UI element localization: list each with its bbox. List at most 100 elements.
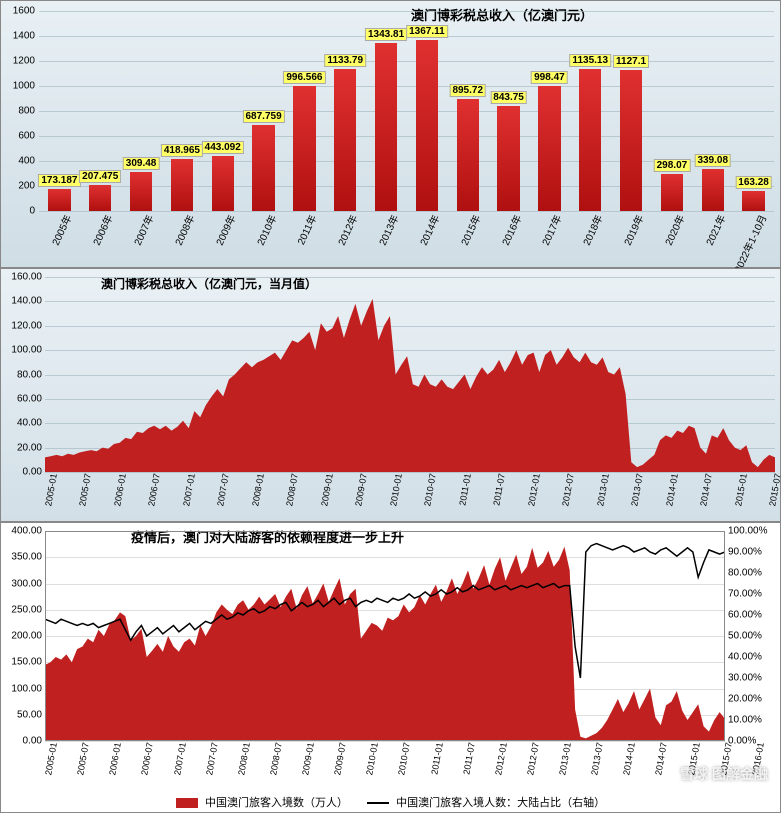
chart1-bar-label: 309.48 xyxy=(123,157,160,170)
chart1-bar: 207.475 xyxy=(89,185,111,211)
chart3-xtick: 2005-07 xyxy=(75,742,91,776)
chart2-xtick: 2005-01 xyxy=(43,473,59,507)
chart3-ytick-left: 50.00 xyxy=(17,709,45,720)
chart2-ytick: 140.00 xyxy=(11,296,45,307)
chart1-bar-label: 443.092 xyxy=(202,141,244,154)
chart3-ytick-right: 50.00% xyxy=(725,631,762,642)
chart1-ytick: 0 xyxy=(29,206,39,217)
chart1-bar-label: 687.759 xyxy=(242,110,284,123)
chart1-xtick: 2022年1-10月 xyxy=(727,211,769,275)
chart1-bar-label: 1135.13 xyxy=(569,54,611,67)
chart1-plot: 02004006008001000120014001600173.1872005… xyxy=(39,11,774,211)
chart3-ytick-left: 0.00 xyxy=(23,736,45,747)
chart2-xtick: 2006-01 xyxy=(112,473,128,507)
chart1-bar: 309.48 xyxy=(130,172,152,211)
chart1-bar: 1367.11 xyxy=(416,40,438,211)
chart1-xtick: 2015年 xyxy=(454,211,483,247)
chart1-bar-label: 163.28 xyxy=(735,176,772,189)
chart1-xtick: 2017年 xyxy=(536,211,565,247)
chart2-xtick: 2015-01 xyxy=(733,473,749,507)
chart2-ytick: 60.00 xyxy=(17,393,45,404)
chart2-xtick: 2008-07 xyxy=(285,473,301,507)
legend-label-ratio: 中国澳门旅客入境人数：大陆占比（右轴） xyxy=(396,797,605,809)
chart2-ytick: 160.00 xyxy=(11,272,45,283)
chart3-plot: 0.0050.00100.00150.00200.00250.00300.003… xyxy=(45,531,725,741)
chart2-ytick: 80.00 xyxy=(17,369,45,380)
chart1-bar-label: 418.965 xyxy=(161,144,203,157)
chart3-ytick-left: 400.00 xyxy=(11,526,45,537)
chart3-xtick: 2009-01 xyxy=(300,742,316,776)
chart3-xtick: 2011-01 xyxy=(429,742,444,776)
chart2-xtick: 2015-07 xyxy=(767,473,781,507)
chart1-xtick: 2012年 xyxy=(332,211,361,247)
chart3-xtick: 2005-01 xyxy=(43,742,59,776)
chart2-ytick: 120.00 xyxy=(11,320,45,331)
chart2-ytick: 100.00 xyxy=(11,345,45,356)
chart2-xtick: 2009-01 xyxy=(319,473,335,507)
chart3-ytick-right: 80.00% xyxy=(725,568,762,579)
chart3-xtick: 2007-01 xyxy=(172,742,188,776)
chart3-area xyxy=(45,547,725,741)
chart1-bar: 443.092 xyxy=(212,156,234,211)
chart1-bar-label: 843.75 xyxy=(490,91,527,104)
chart1-bar: 843.75 xyxy=(497,106,519,211)
chart1-xtick: 2009年 xyxy=(209,211,238,247)
chart1-bar: 1343.81 xyxy=(375,43,397,211)
chart3-ytick-left: 200.00 xyxy=(11,631,45,642)
chart1-ytick: 1600 xyxy=(13,6,39,17)
chart2-xtick: 2009-07 xyxy=(354,473,370,507)
chart1-xtick: 2011年 xyxy=(291,211,320,247)
chart3-legend: 中国澳门旅客入境数（万人） 中国澳门旅客入境人数：大陆占比（右轴） xyxy=(1,794,780,810)
chart1-bar: 173.187 xyxy=(48,189,70,211)
chart1-bar: 1135.13 xyxy=(579,69,601,211)
chart3-ytick-right: 10.00% xyxy=(725,715,762,726)
chart1-xtick: 2006年 xyxy=(87,211,116,247)
chart3-xtick: 2013-07 xyxy=(589,742,605,776)
chart1-ytick: 1400 xyxy=(13,31,39,42)
chart2-xtick: 2014-07 xyxy=(698,473,714,507)
legend-swatch-visitors xyxy=(176,798,198,808)
chart1-bar: 687.759 xyxy=(252,125,274,211)
chart2-ytick: 40.00 xyxy=(17,418,45,429)
chart3-ytick-left: 350.00 xyxy=(11,552,45,563)
chart1-bar: 163.28 xyxy=(742,191,764,211)
chart2-xtick: 2005-07 xyxy=(78,473,94,507)
chart3-ytick-left: 300.00 xyxy=(11,578,45,589)
chart3-xtick: 2008-07 xyxy=(268,742,284,776)
chart2-xtick: 2010-01 xyxy=(388,473,404,507)
chart1-xtick: 2018年 xyxy=(577,211,606,247)
chart3-ytick-right: 60.00% xyxy=(725,610,762,621)
chart3-xtick: 2012-07 xyxy=(525,742,541,776)
chart1-xtick: 2014年 xyxy=(413,211,442,247)
chart1-bar: 1127.1 xyxy=(620,70,642,211)
chart2-xtick: 2011-01 xyxy=(457,473,472,507)
chart3-xtick: 2006-07 xyxy=(140,742,156,776)
chart3-ytick-left: 250.00 xyxy=(11,604,45,615)
chart3-xtick: 2012-01 xyxy=(493,742,509,776)
chart1-xtick: 2019年 xyxy=(617,211,646,247)
chart1-bar: 339.08 xyxy=(702,169,724,211)
chart3-panel: 疫情后，澳门对大陆游客的依赖程度进一步上升 0.0050.00100.00150… xyxy=(0,522,781,813)
chart1-bar: 418.965 xyxy=(171,159,193,211)
legend-item-ratio: 中国澳门旅客入境人数：大陆占比（右轴） xyxy=(367,794,605,810)
chart3-xtick: 2009-07 xyxy=(332,742,348,776)
chart2-area xyxy=(45,299,775,472)
chart2-xtick: 2012-01 xyxy=(526,473,542,507)
chart2-xtick: 2006-07 xyxy=(147,473,163,507)
chart2-ytick: 0.00 xyxy=(23,467,45,478)
watermark: 雪球 图解金融 xyxy=(680,764,768,784)
chart3-xtick: 2014-01 xyxy=(621,742,637,776)
chart1-xtick: 2013年 xyxy=(372,211,401,247)
chart3-ytick-right: 70.00% xyxy=(725,589,762,600)
chart1-bar: 1133.79 xyxy=(334,69,356,211)
chart1-xtick: 2005年 xyxy=(46,211,75,247)
chart2-xtick: 2011-07 xyxy=(492,473,507,507)
chart1-bar-label: 1343.81 xyxy=(365,28,407,41)
legend-item-visitors: 中国澳门旅客入境数（万人） xyxy=(176,794,348,810)
chart1-bar: 298.07 xyxy=(661,174,683,211)
chart3-xtick: 2010-01 xyxy=(364,742,380,776)
chart2-ytick: 20.00 xyxy=(17,442,45,453)
chart2-plot: 0.0020.0040.0060.0080.00100.00120.00140.… xyxy=(45,277,775,472)
chart3-ytick-right: 90.00% xyxy=(725,547,762,558)
chart2-xtick: 2010-07 xyxy=(423,473,439,507)
